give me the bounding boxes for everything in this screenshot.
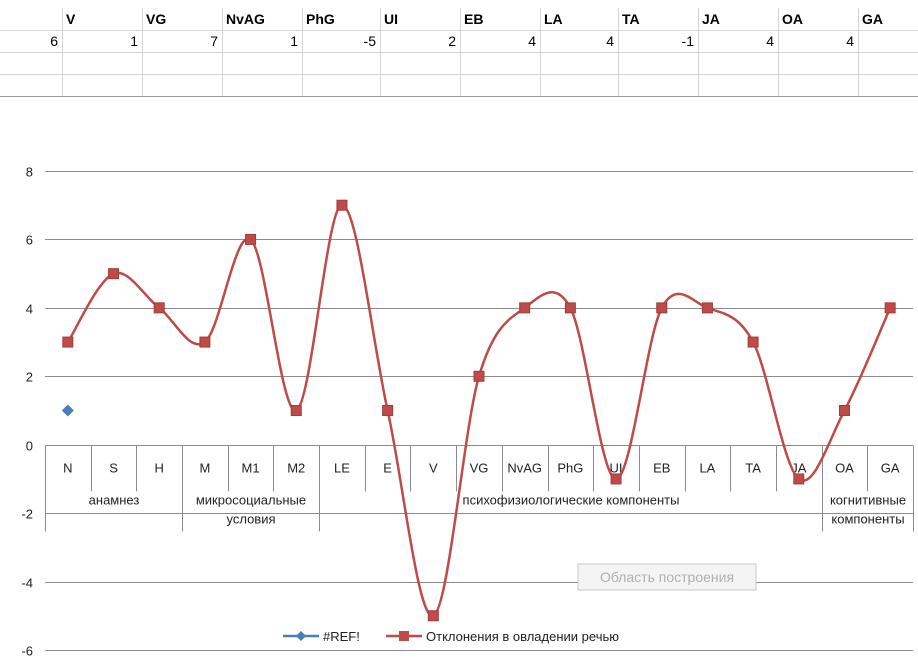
group-label-line: компоненты: [831, 512, 904, 527]
sheet-value-cell: -5: [364, 33, 377, 49]
sheet-header-cell: OA: [782, 11, 803, 27]
data-point-marker[interactable]: [701, 302, 713, 314]
category-label: NvAG: [507, 461, 542, 476]
legend-label: #REF!: [323, 629, 360, 644]
data-point-marker[interactable]: [427, 610, 439, 622]
category-label: M1: [242, 461, 260, 476]
category-label: S: [109, 461, 118, 476]
legend-label: Отклонения в овладении речью: [426, 629, 619, 644]
y-tick-label: 4: [26, 302, 33, 317]
category-label: M2: [287, 461, 305, 476]
sheet-header-cell: JA: [702, 11, 720, 27]
data-point-marker[interactable]: [884, 302, 896, 314]
category-label: H: [155, 461, 164, 476]
sheet-value-cell: 4: [606, 33, 614, 49]
group-label-line: микросоциальные: [196, 493, 306, 508]
sheet-value-cell: 4: [846, 33, 854, 49]
data-point-marker[interactable]: [838, 405, 850, 416]
group-label: анамнез: [89, 493, 140, 508]
data-point-marker[interactable]: [656, 302, 668, 314]
data-point-marker[interactable]: [62, 336, 74, 348]
sheet-header-cell: LA: [544, 11, 563, 27]
data-point-marker[interactable]: [519, 302, 531, 314]
sheet-value-cell: 6: [50, 33, 58, 49]
y-tick-label: -4: [21, 576, 33, 591]
category-label: EB: [653, 461, 670, 476]
sheet-value-cell: 4: [528, 33, 536, 49]
category-label: VG: [470, 461, 489, 476]
y-tick-label: -6: [21, 644, 33, 659]
sheet-header-cell: PhG: [306, 11, 335, 27]
series-line[interactable]: [66, 203, 892, 618]
data-point-marker[interactable]: [199, 336, 211, 348]
sheet-header-cell: TA: [622, 11, 640, 27]
data-point-marker[interactable]: [473, 370, 485, 382]
group-label: микросоциальные условия: [196, 493, 306, 527]
category-label: TA: [745, 461, 761, 476]
data-point-marker[interactable]: [108, 268, 120, 280]
data-point-marker[interactable]: [61, 404, 74, 417]
legend-marker: [296, 631, 306, 641]
tooltip-text: Область построения: [600, 569, 734, 585]
sheet-value-cell: 1: [290, 33, 298, 49]
sheet-value-cell: 7: [210, 33, 218, 49]
category-label: JA: [791, 461, 807, 476]
sheet-header-cell: UI: [384, 11, 398, 27]
group-label: психофизиологические компоненты: [463, 493, 680, 508]
sheet-value-cell: 4: [766, 33, 774, 49]
y-tick-label: 8: [26, 165, 33, 180]
category-label: GA: [881, 461, 900, 476]
sheet-header-cell: EB: [464, 11, 483, 27]
category-label: LE: [334, 461, 350, 476]
data-point-marker[interactable]: [245, 233, 257, 245]
legend-marker: [399, 631, 409, 641]
tooltip-box: [577, 563, 757, 591]
sheet-value-cell: 2: [448, 33, 456, 49]
data-point-marker[interactable]: [793, 473, 805, 485]
y-tick-label: 0: [26, 439, 33, 454]
category-label: OA: [835, 461, 854, 476]
group-label-line: когнитивные: [830, 493, 906, 508]
data-point-marker[interactable]: [336, 199, 348, 211]
data-point-marker[interactable]: [747, 336, 759, 348]
data-point-marker[interactable]: [382, 405, 394, 416]
sheet-header-cell: NvAG: [226, 11, 265, 27]
category-label: M: [199, 461, 210, 476]
sheet-header-cell: GA: [862, 11, 883, 27]
category-label: N: [63, 461, 72, 476]
y-tick-label: -2: [21, 507, 33, 522]
category-label: E: [383, 461, 392, 476]
group-label: когнитивные компоненты: [830, 493, 906, 527]
plot-area-tooltip: Область построения: [577, 563, 757, 591]
group-label-line: условия: [226, 512, 275, 527]
data-point-marker[interactable]: [290, 405, 302, 416]
y-tick-label: 2: [26, 370, 33, 385]
data-point-marker[interactable]: [153, 302, 165, 314]
data-point-marker[interactable]: [564, 302, 576, 314]
category-label: V: [429, 461, 438, 476]
category-label: PhG: [557, 461, 583, 476]
y-tick-label: 6: [26, 233, 33, 248]
sheet-value-cell: 1: [130, 33, 138, 49]
sheet-header-cell: V: [66, 11, 76, 27]
sheet-header-cell: VG: [146, 11, 166, 27]
sheet-value-cell: -1: [682, 33, 695, 49]
category-label: LA: [699, 461, 715, 476]
category-label: UI: [610, 461, 623, 476]
data-point-marker[interactable]: [610, 473, 622, 485]
